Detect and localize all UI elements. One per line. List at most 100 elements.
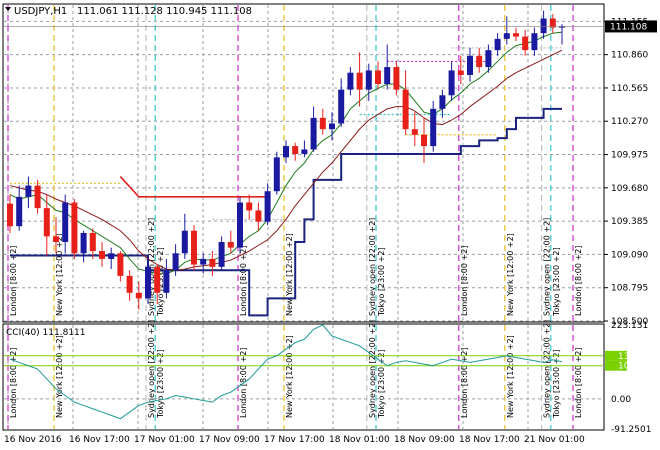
candle-body — [365, 70, 372, 90]
candle-body — [559, 26, 565, 28]
candle-body — [384, 67, 391, 84]
price-tick-label: 109.090 — [611, 250, 648, 260]
grid-lines — [4, 5, 603, 429]
candle-body — [467, 55, 473, 75]
session-label: New York [12:00 +2] — [506, 335, 515, 418]
pivot-line — [119, 176, 268, 198]
candle-body — [7, 203, 13, 227]
price-tick-label: 109.385 — [611, 217, 648, 227]
session-markers: London [8:00 +2] London [8:00 +2] New York… — [7, 5, 583, 429]
cci-tick-label: 130 — [618, 352, 635, 362]
candle-body — [301, 149, 308, 154]
candlestick-series — [4, 10, 603, 310]
candle-body — [126, 275, 133, 293]
candle-body — [402, 89, 409, 130]
session-label: London [8:00 +2] — [574, 348, 583, 418]
candle-body — [163, 270, 170, 293]
session-label: New York [12:00 +2] — [506, 233, 515, 316]
triangle-down-icon[interactable] — [5, 7, 11, 11]
candle-body — [292, 146, 299, 154]
candle-body — [145, 266, 151, 299]
candle-body — [319, 117, 326, 130]
candle-body — [430, 108, 437, 147]
session-label: London [8:00 +2] — [239, 246, 248, 316]
price-tick-label: 110.270 — [611, 117, 648, 127]
time-tick-label: 18 Nov 09:00 — [394, 435, 455, 445]
cci-level-badge — [605, 360, 627, 371]
candle-body — [62, 202, 69, 242]
chart-header[interactable]: USDJPY,H1 111.061 111.128 110.945 111.10… — [5, 6, 252, 17]
candle-body — [540, 18, 547, 34]
candle-body — [135, 292, 142, 299]
session-label: New York [12:00 +2] — [55, 233, 64, 316]
candle-body — [16, 196, 23, 227]
current-price-label: 111.108 — [610, 22, 647, 32]
candle-body — [503, 33, 510, 39]
candle-body — [494, 38, 501, 51]
price-tick-label: 109.680 — [611, 184, 648, 194]
candle-body — [154, 266, 161, 293]
session-label: London [8:00 +2] — [460, 348, 469, 418]
candle-body — [485, 50, 492, 68]
time-tick-label: 17 Nov 01:00 — [134, 435, 195, 445]
symbol-label: USDJPY,H1 — [14, 6, 67, 17]
candle-body — [191, 230, 197, 265]
price-tick-label: 108.500 — [611, 317, 648, 327]
candle-body — [237, 202, 243, 248]
cci-series — [4, 324, 603, 420]
candle-body — [439, 95, 446, 109]
candle-body — [99, 251, 105, 259]
session-label: London [8:00 +2] — [9, 348, 18, 418]
candle-body — [283, 146, 289, 158]
candle-body — [522, 36, 529, 51]
session-label: Sydney open [22:00 +2] — [368, 218, 377, 316]
candle-body — [108, 253, 115, 259]
candle-body — [34, 185, 41, 209]
candle-body — [476, 55, 483, 68]
candle-body — [25, 185, 32, 197]
candle-body — [43, 208, 50, 237]
candle-body — [375, 70, 381, 84]
cci-line — [9, 324, 563, 420]
fast-ma-line — [9, 31, 563, 275]
session-label: New York [12:00 +2] — [285, 335, 294, 418]
candle-body — [264, 191, 271, 222]
price-tick-label: 110.860 — [611, 51, 648, 61]
candle-body — [181, 230, 188, 254]
time-tick-label: 18 Nov 17:00 — [459, 435, 520, 445]
candle-body — [53, 236, 59, 242]
cci-tick-label: 223.131 — [611, 321, 648, 331]
candle-body — [71, 202, 78, 254]
session-label: Tokyo [23:00 +2] — [156, 349, 165, 419]
candle-body — [310, 117, 317, 150]
session-label: Tokyo [23:00 +2] — [552, 349, 561, 419]
time-tick-label: 21 Nov 01:00 — [524, 435, 585, 445]
session-label: Tokyo [23:00 +2] — [377, 349, 386, 419]
candle-body — [338, 89, 345, 124]
session-label: London [8:00 +2] — [460, 246, 469, 316]
candle-body — [117, 253, 124, 276]
moving-averages — [9, 31, 563, 317]
price-tick-label: 109.975 — [611, 151, 648, 161]
slow-ma-line — [9, 49, 563, 271]
session-label: Sydney open [22:00 +2] — [543, 320, 552, 418]
time-axis: 16 Nov 2016 16 Nov 17:00 17 Nov 01:00 17 No… — [4, 435, 585, 445]
candle-body — [227, 242, 234, 248]
price-tick-label: 110.565 — [611, 84, 648, 94]
price-tick-label: 108.795 — [611, 284, 648, 294]
cci-title: CCI(40) 111.8111 — [6, 328, 86, 338]
session-label: Sydney open [22:00 +2] — [147, 218, 156, 316]
candle-body — [255, 210, 262, 222]
candle-body — [356, 72, 363, 90]
candle-body — [448, 70, 455, 96]
time-tick-label: 16 Nov 2016 — [4, 435, 62, 445]
candle-body — [89, 232, 96, 252]
session-label: London [8:00 +2] — [574, 246, 583, 316]
candle-body — [531, 33, 538, 51]
candle-body — [513, 33, 519, 37]
current-price-box — [605, 20, 657, 33]
cci-tick-label: 0.00 — [611, 395, 631, 405]
